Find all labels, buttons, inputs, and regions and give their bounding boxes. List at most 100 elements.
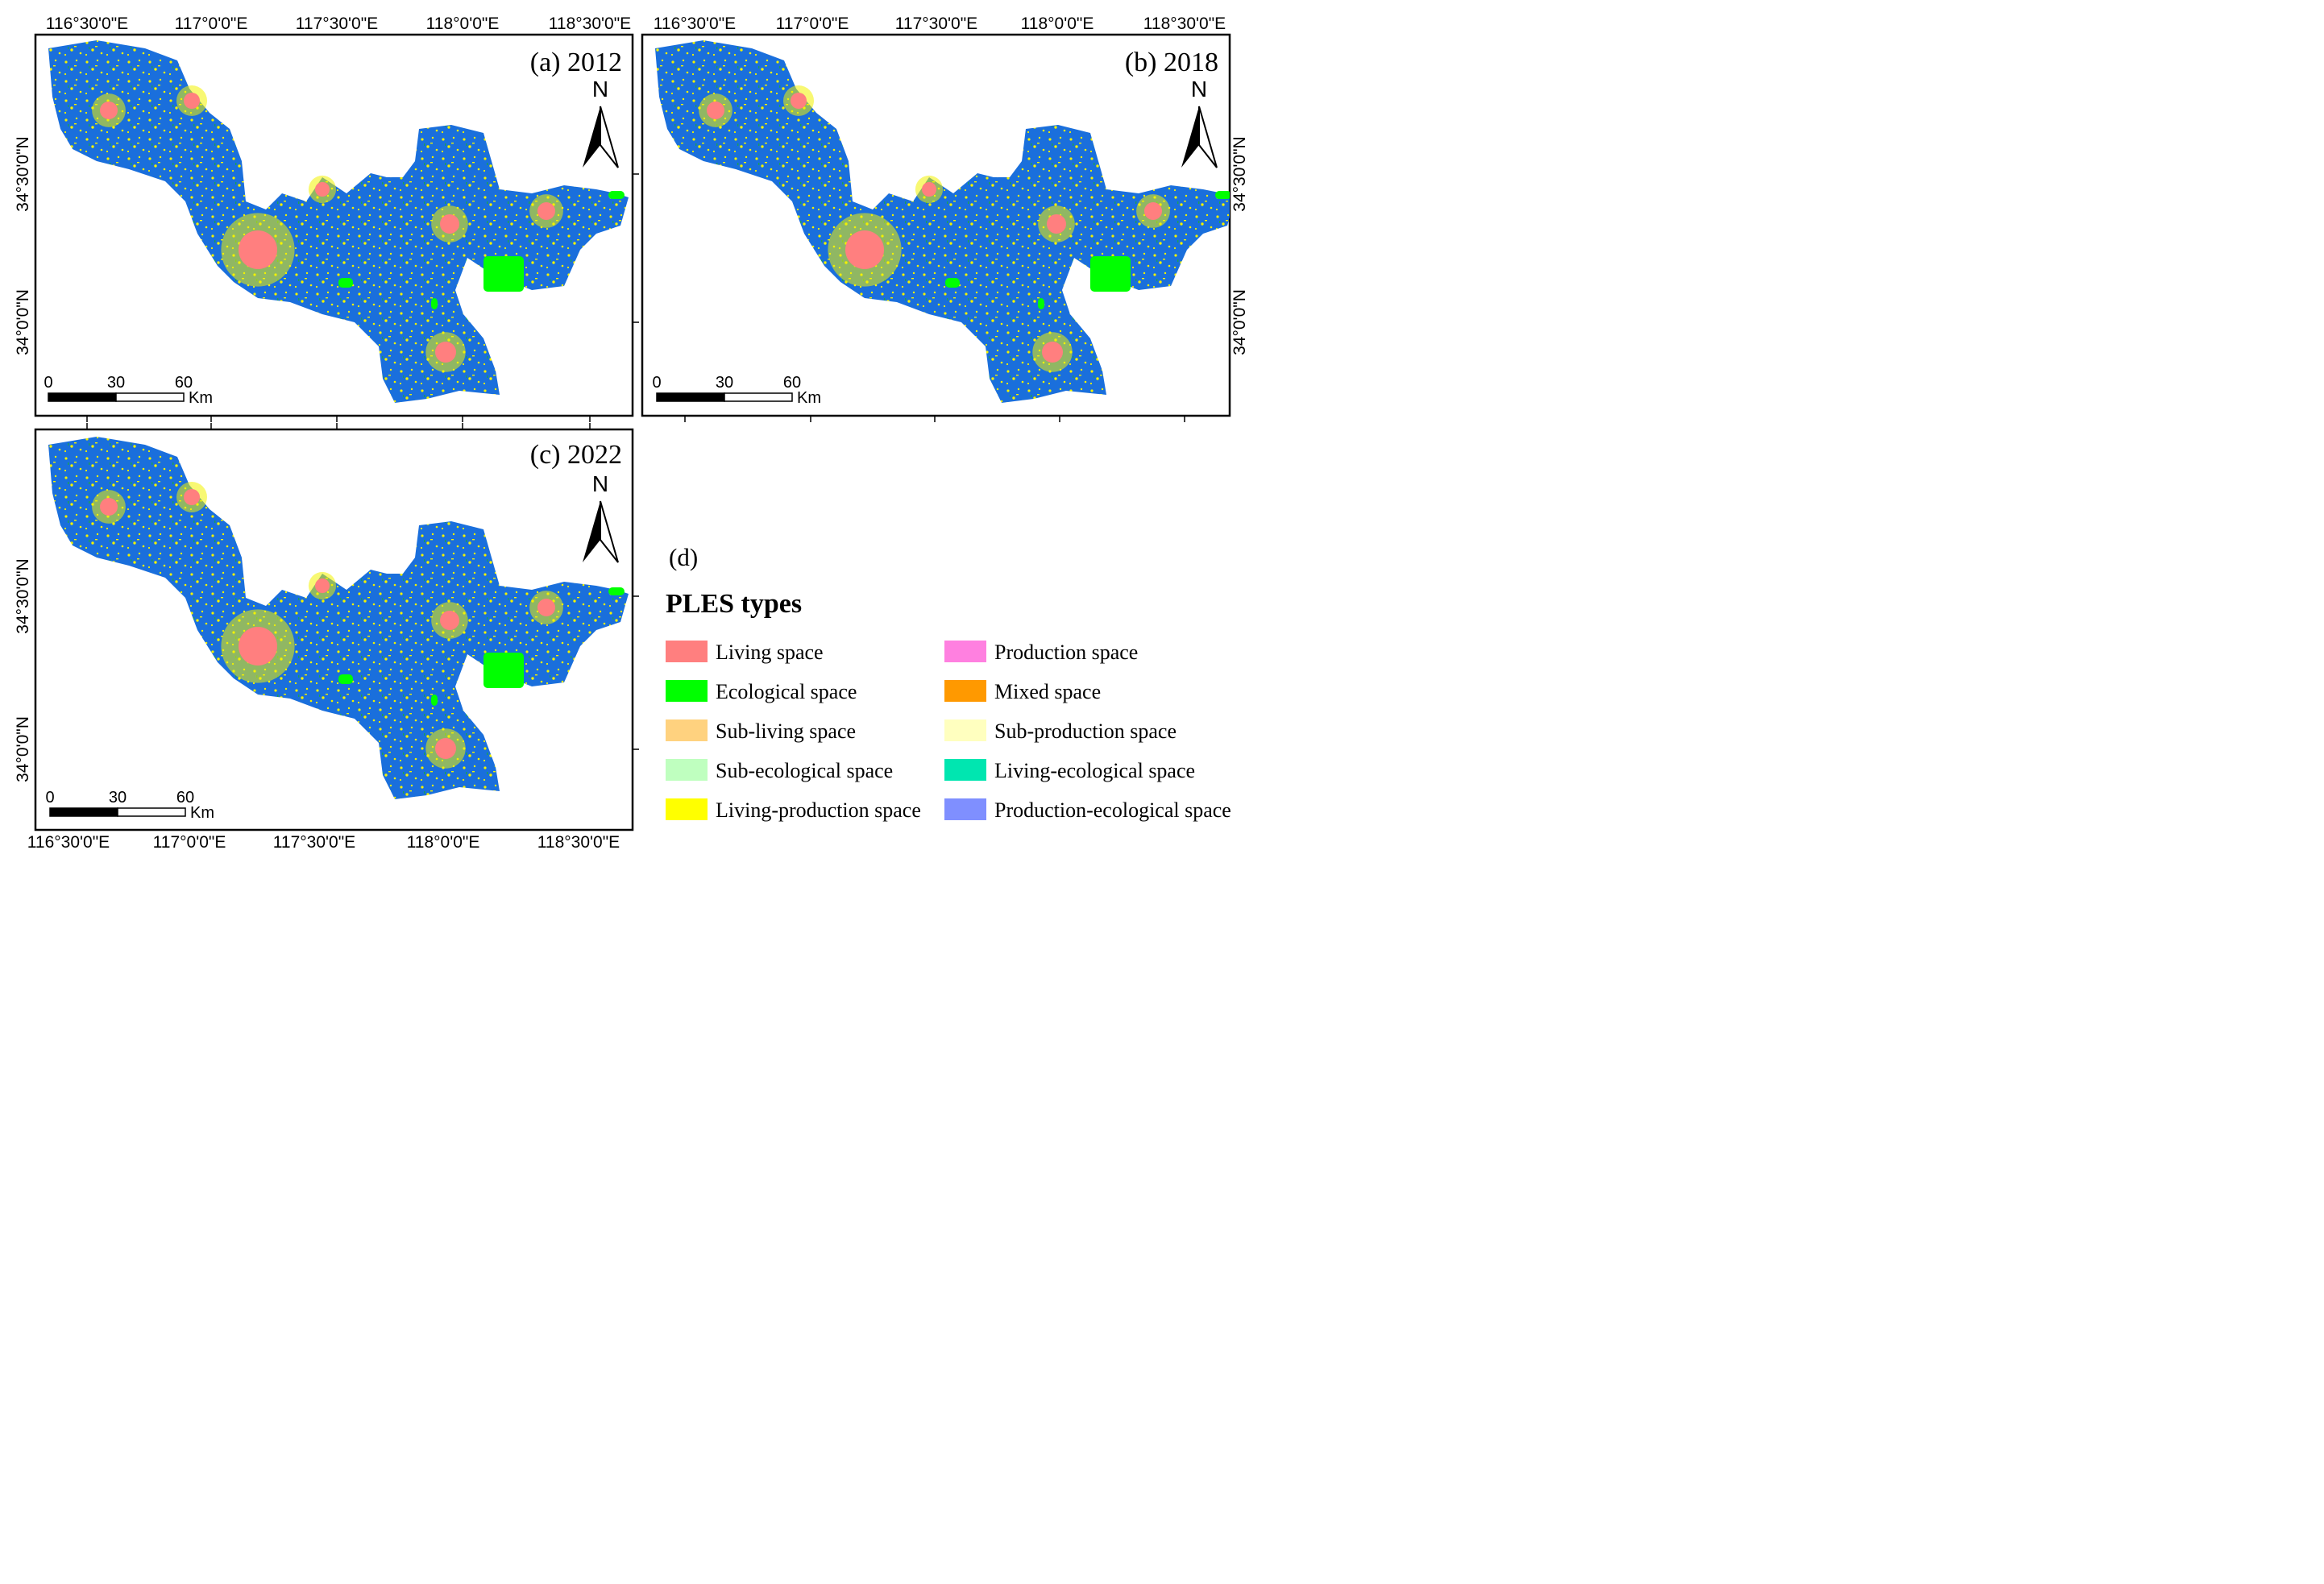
north-arrow-icon: [583, 500, 619, 563]
legend-item: Living-production space: [666, 798, 921, 822]
ecological-space-patch: [608, 587, 625, 595]
urban-living-space-patch: [707, 102, 724, 119]
scale-bar-unit: Km: [189, 389, 213, 407]
urban-living-space-patch: [537, 202, 555, 220]
legend-swatch: [944, 798, 986, 820]
urban-living-space-patch: [791, 93, 807, 109]
latitude-label: 34°30'0"N: [14, 558, 32, 633]
longitude-label: 117°0'0"E: [153, 833, 226, 852]
scale-bar-tick-label: 30: [716, 374, 733, 392]
legend-item: Production-ecological space: [944, 798, 1231, 822]
longitude-label: 118°30'0"E: [1143, 15, 1226, 33]
legend-label: Sub-ecological space: [716, 759, 893, 782]
ecological-space-patch: [483, 653, 524, 688]
scale-bar-tick-label: 0: [45, 789, 54, 807]
north-arrow-label: N: [592, 77, 608, 102]
longitude-label: 117°30'0"E: [296, 15, 378, 33]
scale-bar-tick-label: 0: [652, 374, 661, 392]
legend-label: Sub-production space: [994, 719, 1177, 743]
legend-swatch: [944, 719, 986, 741]
scale-bar: [656, 392, 793, 402]
legend-label: Sub-living space: [716, 719, 856, 743]
ecological-space-patch: [483, 256, 524, 292]
panel-a-frame: [34, 33, 634, 417]
legend-label: Mixed space: [994, 680, 1101, 703]
legend-swatch: [944, 641, 986, 662]
latitude-label: 34°0'0"N: [14, 716, 32, 782]
north-arrow-label: N: [1191, 77, 1207, 102]
scale-bar: [48, 392, 185, 402]
legend-swatch: [666, 759, 708, 781]
scale-bar-tick-label: 60: [783, 374, 801, 392]
latitude-label: 34°0'0"N: [14, 289, 32, 355]
panel-b-frame: [641, 33, 1231, 417]
ecological-space-patch: [338, 674, 353, 684]
legend-item: Sub-ecological space: [666, 759, 893, 782]
urban-living-space-patch: [435, 738, 456, 759]
legend-panel-label: (d): [669, 543, 698, 571]
longitude-label: 116°30'0"E: [46, 15, 128, 33]
urban-living-space-patch: [440, 214, 459, 234]
legend-swatch: [944, 680, 986, 702]
scale-bar-tick-label: 30: [107, 374, 125, 392]
urban-living-space-patch: [315, 182, 330, 197]
legend-title: PLES types: [666, 589, 802, 619]
ecological-space-patch: [945, 278, 960, 288]
legend-label: Production-ecological space: [994, 798, 1231, 822]
north-arrow-icon: [1181, 106, 1218, 168]
ecological-space-patch: [1038, 298, 1044, 309]
panel-title: (a) 2012: [530, 48, 622, 77]
urban-living-space-patch: [440, 611, 459, 630]
legend-item: Production space: [944, 641, 1138, 664]
urban-living-space-patch: [435, 342, 456, 363]
scale-bar-tick-label: 30: [109, 789, 127, 807]
legend-item: Sub-production space: [944, 719, 1177, 743]
urban-living-space-patch: [845, 230, 884, 269]
urban-living-space-patch: [1042, 342, 1063, 363]
longitude-label: 116°30'0"E: [27, 833, 110, 852]
panel-title: (b) 2018: [1125, 48, 1218, 77]
legend-label: Ecological space: [716, 680, 857, 703]
legend-label: Living-ecological space: [994, 759, 1195, 782]
latitude-label: 34°0'0"N: [1230, 289, 1249, 355]
legend-item: Mixed space: [944, 680, 1101, 703]
north-arrow-icon: [583, 106, 619, 168]
legend-label: Living-production space: [716, 798, 921, 822]
urban-living-space-patch: [239, 230, 277, 269]
legend-swatch: [666, 798, 708, 820]
urban-living-space-patch: [315, 578, 330, 593]
ecological-space-patch: [1215, 191, 1230, 199]
urban-living-space-patch: [100, 102, 118, 119]
ecological-space-patch: [608, 191, 625, 199]
ecological-space-patch: [1090, 256, 1131, 292]
urban-living-space-patch: [922, 182, 936, 197]
legend-swatch: [666, 719, 708, 741]
legend-label: Living space: [716, 641, 824, 664]
legend-item: Ecological space: [666, 680, 857, 703]
longitude-label: 117°0'0"E: [776, 15, 849, 33]
scale-bar-tick-label: 60: [175, 374, 193, 392]
latitude-label: 34°30'0"N: [14, 136, 32, 211]
longitude-label: 118°0'0"E: [1021, 15, 1094, 33]
scale-bar-unit: Km: [190, 804, 214, 822]
study-area-map: [655, 40, 1230, 403]
scale-bar-unit: Km: [797, 389, 821, 407]
study-area-map: [48, 437, 629, 799]
ecological-space-patch: [431, 695, 438, 706]
longitude-label: 116°30'0"E: [654, 15, 736, 33]
north-arrow-label: N: [592, 471, 608, 496]
legend-item: Sub-living space: [666, 719, 856, 743]
scale-bar-tick-label: 60: [176, 789, 194, 807]
legend-swatch: [666, 641, 708, 662]
scale-bar-tick-label: 0: [44, 374, 52, 392]
urban-living-space-patch: [1144, 202, 1162, 220]
ples-legend: (d) PLES types Living space Ecological sp…: [666, 543, 1231, 822]
longitude-label: 117°30'0"E: [895, 15, 977, 33]
longitude-label: 118°30'0"E: [537, 833, 620, 852]
legend-swatch: [666, 680, 708, 702]
legend-item: Living space: [666, 641, 824, 664]
ecological-space-patch: [431, 298, 438, 309]
